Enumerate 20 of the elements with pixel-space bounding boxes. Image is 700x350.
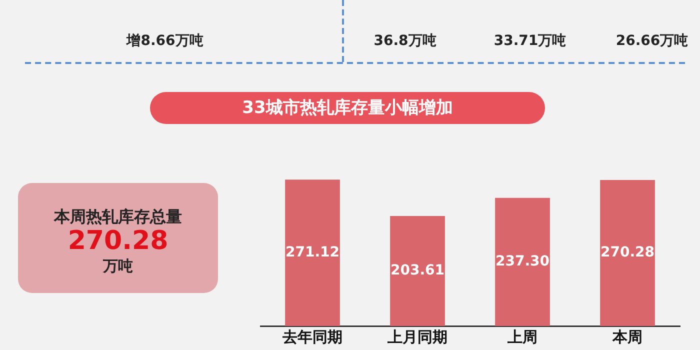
x-tick-label: 上周 xyxy=(506,328,538,346)
bar xyxy=(390,216,445,326)
x-tick-label: 去年同期 xyxy=(282,328,342,346)
text: 36.8万吨 xyxy=(374,32,436,50)
data-label: 271.12 xyxy=(285,244,340,260)
text: 270.28 xyxy=(66,226,170,258)
text: 26.66万吨 xyxy=(616,32,688,50)
bar xyxy=(600,180,655,326)
data-label: 237.30 xyxy=(495,254,550,270)
bar xyxy=(495,198,550,326)
data-label: 203.61 xyxy=(390,262,445,279)
data-label: 270.28 xyxy=(600,244,655,261)
x-tick-label: 本周 xyxy=(612,328,642,346)
bar xyxy=(285,180,340,326)
x-tick-label: 上月同期 xyxy=(386,328,448,346)
chart-title: 33城市热轧库存量小幅增加 xyxy=(150,92,545,124)
text: 增8.66万吨 xyxy=(126,32,204,50)
text: 33.71万吨 xyxy=(494,32,566,50)
text: 本周热轧库存总量 xyxy=(52,207,183,226)
text: 万吨 xyxy=(102,257,134,276)
